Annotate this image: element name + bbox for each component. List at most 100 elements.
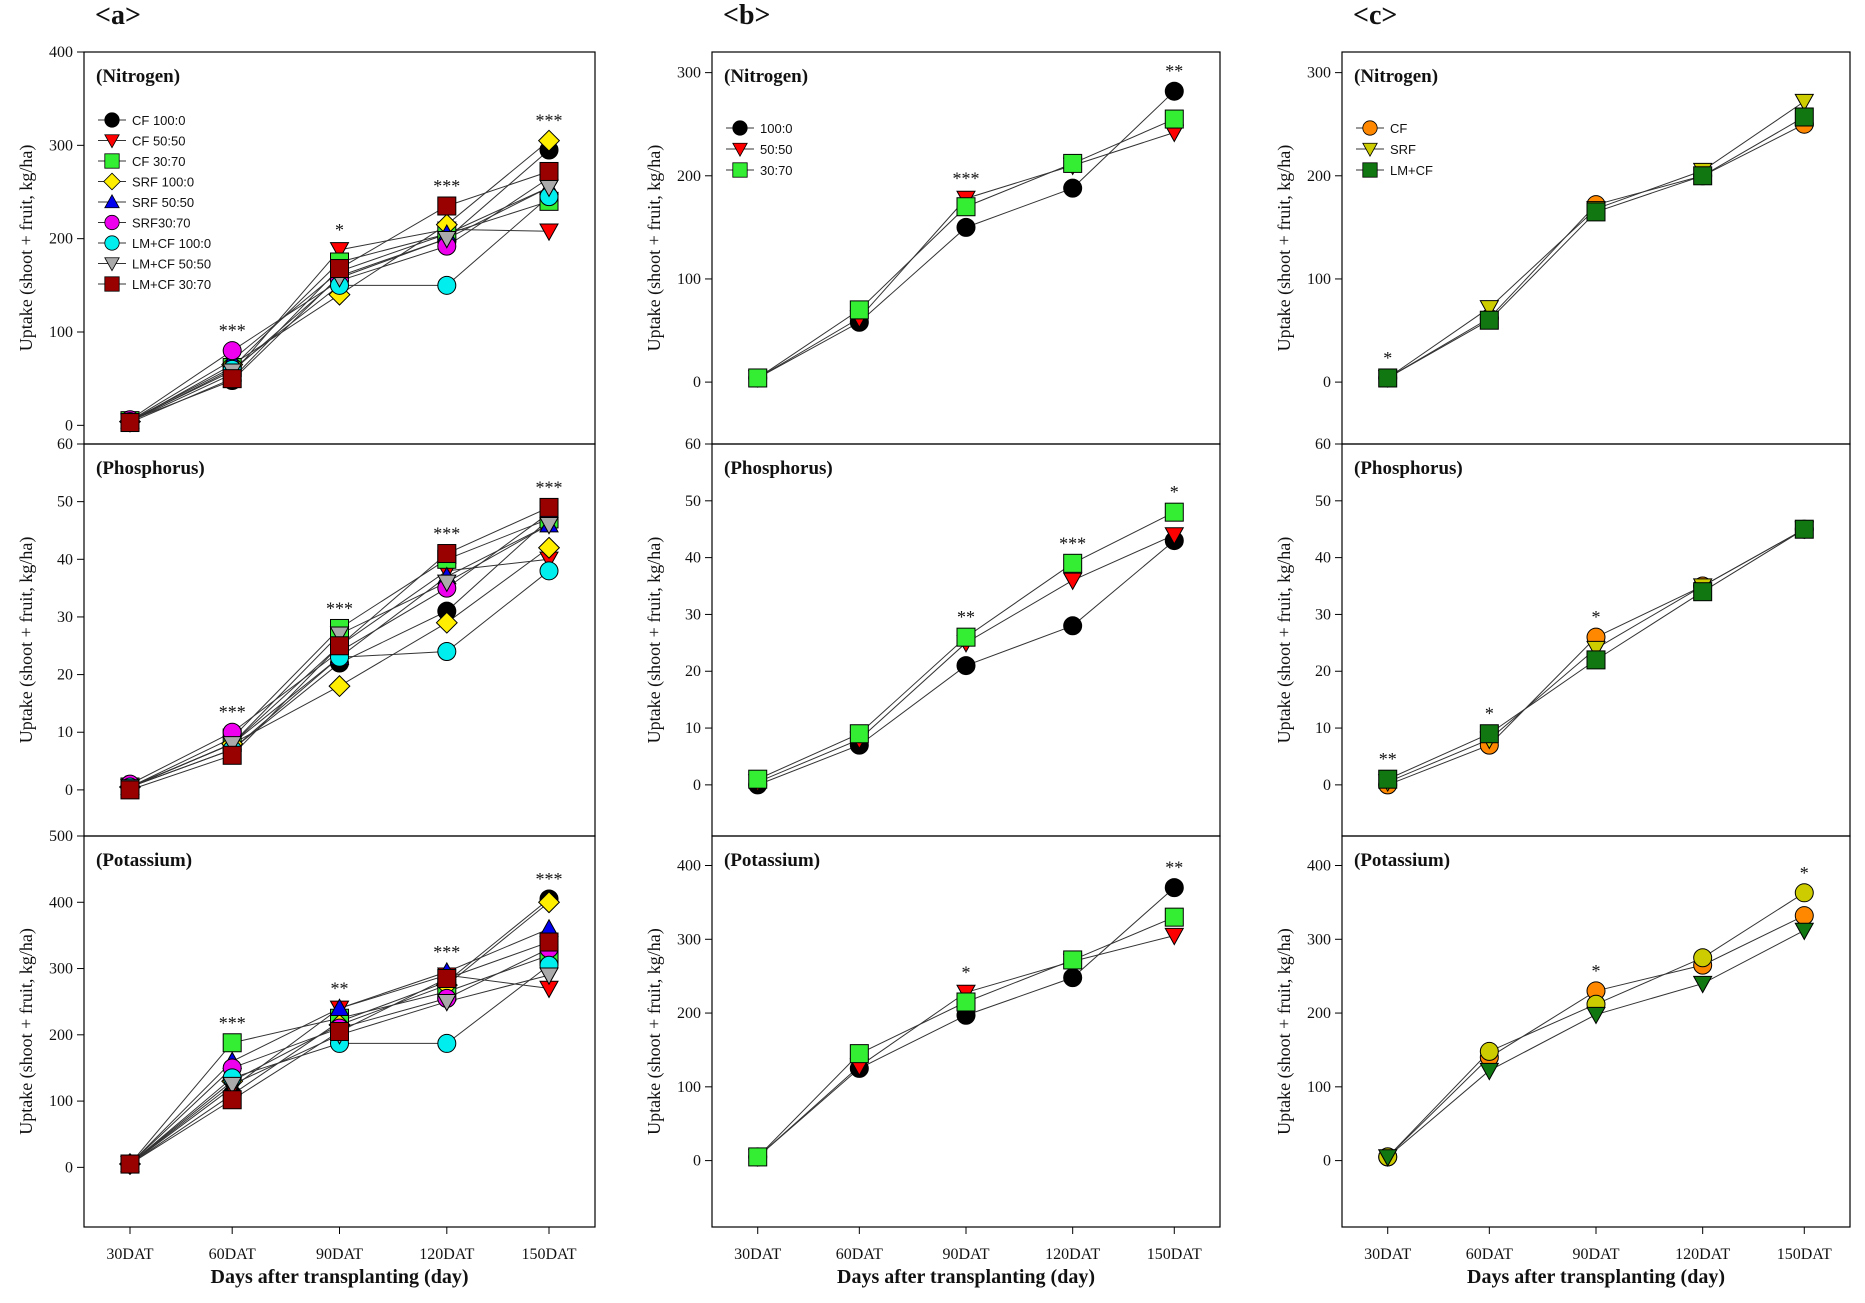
y-tick-label: 30	[57, 609, 73, 626]
legend-symbol	[104, 257, 120, 272]
significance-label: ***	[536, 869, 563, 889]
legend-entry: CF 100:0	[132, 113, 185, 128]
legend-marker	[104, 153, 120, 169]
legend-marker	[103, 172, 121, 191]
legend-entry: CF 50:50	[132, 134, 185, 149]
legend-marker	[732, 142, 748, 158]
data-point	[222, 745, 242, 765]
legend-entry: LM+CF 30:70	[132, 277, 211, 292]
y-tick-label: 400	[49, 894, 73, 911]
data-point	[222, 369, 242, 389]
significance-label: *	[1592, 607, 1601, 627]
legend-entry: SRF 100:0	[132, 175, 194, 190]
data-point	[329, 626, 350, 645]
data-point	[120, 780, 140, 800]
data-point	[748, 1147, 768, 1167]
data-point	[222, 1090, 242, 1110]
y-tick-label: 100	[49, 324, 73, 341]
legend-entry: LM+CF	[1390, 163, 1433, 178]
significance-label: *	[1485, 704, 1494, 724]
legend-symbol	[104, 193, 120, 209]
legend-entry: SRF	[1390, 142, 1416, 157]
significance-label: ***	[433, 524, 460, 544]
x-tick-label: 150DAT	[521, 1246, 576, 1263]
y-tick-label: 300	[677, 931, 701, 948]
data-point	[539, 497, 559, 517]
y-tick-label: 50	[685, 493, 701, 510]
chart-a-phosphorus: 0 10 20 30 40 50 60 Uptake (shoot + fruit, kg/h…	[16, 436, 596, 837]
x-tick-label: 150DAT	[1777, 1246, 1832, 1263]
x-tick-label: 90DAT	[942, 1246, 989, 1263]
data-point	[1378, 368, 1398, 388]
x-tick-label: 30DAT	[106, 1246, 153, 1263]
y-tick-label: 20	[57, 667, 73, 684]
data-point	[328, 675, 351, 698]
legend-marker	[104, 235, 120, 251]
series-line-0	[1387, 915, 1805, 1158]
x-tick-label: 150DAT	[1147, 1246, 1202, 1263]
data-point	[1063, 553, 1083, 573]
data-point	[539, 223, 559, 242]
legend-entry: 100:0	[760, 121, 793, 136]
panel-title: (Nitrogen)	[96, 66, 180, 87]
data-point	[956, 992, 976, 1012]
series-8	[120, 161, 559, 433]
series-line-2	[757, 916, 1175, 1158]
legend-marker	[104, 134, 120, 149]
plot-frame	[1341, 835, 1851, 1228]
data-point	[1586, 650, 1606, 670]
y-tick-label: 30	[685, 606, 701, 623]
y-tick-label: 100	[1307, 1079, 1331, 1096]
data-point	[436, 993, 457, 1012]
legend-entry: CF 30:70	[132, 154, 185, 169]
y-tick-label: 0	[1323, 777, 1331, 794]
chart-c-phosphorus: 0 10 20 30 40 50 60 Uptake (shoot + fruit, kg/h…	[1274, 436, 1851, 837]
y-tick-label: 300	[1307, 65, 1331, 82]
y-tick-label: 50	[1315, 493, 1331, 510]
x-tick-label: 60DAT	[209, 1246, 256, 1263]
data-point	[956, 197, 976, 217]
chart-b-phosphorus: 0 10 20 30 40 50 60 Uptake (shoot + fruit, kg/h…	[644, 436, 1221, 837]
panel-title: (Phosphorus)	[724, 458, 833, 479]
data-point	[1164, 109, 1184, 129]
y-tick-label: 10	[1315, 720, 1331, 737]
series-0	[1378, 906, 1814, 1167]
series-2	[1377, 922, 1815, 1167]
y-axis-label: Uptake (shoot + fruit, kg/ha)	[16, 145, 37, 352]
data-point	[437, 642, 457, 662]
y-tick-label: 40	[1315, 550, 1331, 567]
panel-title: (Potassium)	[1354, 850, 1450, 871]
data-point	[1794, 922, 1815, 941]
data-point	[1693, 582, 1713, 602]
data-point	[1693, 948, 1713, 968]
significance-label: **	[1165, 858, 1183, 878]
legend-symbol	[732, 162, 748, 178]
x-tick-label: 30DAT	[1364, 1246, 1411, 1263]
y-tick-label: 40	[57, 551, 73, 568]
y-tick-label: 0	[65, 1159, 73, 1176]
series-line-1	[1387, 892, 1805, 1158]
data-point	[329, 998, 350, 1017]
chart-a-potassium: 0 100 200 300 400 500 30DAT 60DAT 90DAT 120DAT 150…	[16, 828, 596, 1263]
y-tick-label: 60	[685, 436, 701, 453]
legend-symbol	[732, 142, 748, 158]
data-point	[537, 891, 561, 914]
legend-marker	[1362, 120, 1378, 136]
series-2	[748, 109, 1184, 388]
data-point	[437, 1033, 457, 1053]
series-line-2	[757, 118, 1175, 379]
legend-entry: 30:70	[760, 163, 793, 178]
data-point	[436, 230, 457, 249]
data-point	[1063, 178, 1083, 198]
data-point	[956, 627, 976, 647]
series-0	[748, 81, 1184, 388]
series-2	[1378, 519, 1814, 789]
data-point	[1479, 1041, 1499, 1061]
legend-symbol	[1362, 142, 1378, 158]
data-point	[849, 724, 869, 744]
legend-marker	[732, 162, 748, 178]
legend-symbol	[104, 235, 120, 251]
legend-symbol	[1362, 120, 1378, 136]
significance-label: ***	[536, 111, 563, 131]
data-point	[1794, 906, 1814, 926]
